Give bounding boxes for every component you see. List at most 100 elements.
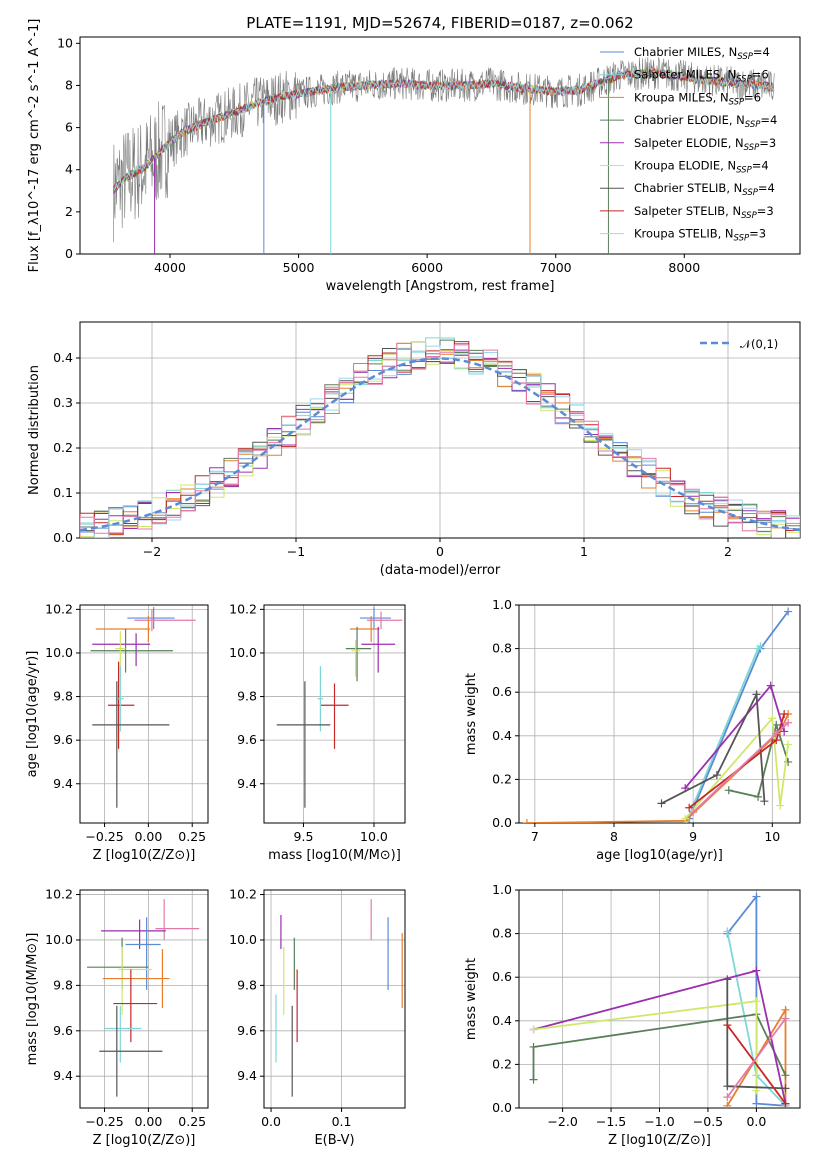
legend-label-suffix: =4 [758,181,775,195]
errorbar-point [317,666,324,732]
weight-marker [781,1099,790,1108]
weight-marker [752,892,761,901]
x-axis-label: Z [log10(Z/Z⊙)] [93,1133,196,1148]
y-tick-label: 9.6 [237,732,257,747]
legend-label-suffix: =4 [752,159,769,173]
weight-line [726,1018,787,1098]
y-tick-label: 0 [65,246,73,261]
y-tick-label: 9.6 [53,1023,73,1038]
weight-marker [780,727,789,736]
mass_weight_vs_Z-frame [518,889,801,1109]
x-tick-label: −2 [143,544,161,559]
x-tick-label: 0.25 [178,1114,206,1129]
legend-label: Kroupa MILES, NSSP=6 [634,90,761,107]
weight-marker [781,1084,790,1093]
y-tick-label: 10.2 [229,887,257,902]
legend-label-suffix: =3 [759,136,776,150]
legend-label-main: Chabrier ELODIE, N [634,113,745,127]
x-axis-label: age [log10(age/yr)] [596,848,723,863]
y-axis-label: Flux [f_λ10^-17 erg cm^-2 s^-1 A^-1] [27,19,42,273]
y-tick-label: 0.4 [492,728,512,743]
y-tick-label: 1.0 [492,882,512,897]
weight-marker [752,966,761,975]
y-tick-label: 1.0 [492,597,512,612]
errorbar-point [359,607,391,629]
weight-marker [768,714,777,723]
y-tick-label: 10.2 [229,601,257,616]
y-tick-label: 9.4 [53,1068,73,1083]
weight-line [726,1024,787,1105]
weight-marker [724,786,733,795]
y-tick-label: 0.0 [53,530,73,545]
x-tick-label: 0.25 [178,829,206,844]
y-tick-label: 9.4 [53,776,73,791]
weight-marker [781,1005,790,1014]
y-tick-label: 10.2 [45,601,73,616]
x-tick-label: 8 [610,829,618,844]
legend-label-sub: SSP [737,52,753,62]
x-tick-label: 0.0 [261,1114,281,1129]
model-spectrum-line [113,68,775,190]
legend-label-sub: SSP [736,75,752,85]
x-axis-label: Z [log10(Z/Z⊙)] [93,848,196,863]
y-axis-label: age [log10(age/yr)] [25,651,40,778]
weight-marker [529,1075,538,1084]
legend-label-sub: SSP [741,211,757,221]
weight-marker [723,927,732,936]
weight-line [533,1000,758,1091]
errorbar-point [134,609,196,632]
weight-marker [685,803,694,812]
histogram-series [80,343,800,538]
y-tick-label: 2 [65,204,73,219]
weight-marker [780,710,789,718]
y-tick-label: 6 [65,120,73,135]
x-tick-label: 6000 [411,260,443,275]
y-tick-label: 0.4 [53,350,73,365]
legend-label-main: Salpeter MILES, N [634,68,736,82]
x-tick-label: −1 [287,544,305,559]
legend-label-suffix: =6 [752,68,769,82]
errorbar-point [127,607,175,629]
y-tick-label: 4 [65,162,73,177]
errorbar-point [108,661,135,749]
weight-marker [522,819,531,823]
legend-label-suffix: =6 [744,90,761,104]
weight-marker [723,1093,732,1102]
weight-marker [784,607,793,616]
y-tick-label: 0.2 [53,440,73,455]
x-tick-label: −1.0 [644,1114,674,1129]
weight-marker [681,814,690,823]
y-tick-label: 9.4 [237,1068,257,1083]
legend-label-suffix: =3 [757,204,774,218]
weight-line [688,610,789,819]
weight-marker [723,1082,732,1091]
legend-label-sub: SSP [734,234,750,244]
errorbar-point [102,949,170,1009]
legend-label: Chabrier ELODIE, NSSP=4 [634,113,777,130]
legend-label-suffix: =3 [749,227,766,241]
errorbar-points [276,607,403,808]
weight-marker [754,792,763,801]
weight-marker [781,1014,790,1023]
errorbar-point [155,899,200,940]
weight-line [684,716,789,820]
x-tick-label: 8000 [668,260,700,275]
y-tick-label: 8 [65,77,73,92]
x-tick-label: 0.0 [746,1114,766,1129]
x-axis-label: mass [log10(M/M⊙)] [268,848,401,863]
model-spectrum-line [112,67,775,191]
x-axis-label: Z [log10(Z/Z⊙)] [608,1133,711,1148]
x-tick-label: −0.25 [85,829,123,844]
weight-marker [766,681,775,690]
weight-marker [781,1071,790,1080]
residuals-frame [79,321,801,539]
y-tick-label: 10.0 [45,645,73,660]
spectrum-frame [79,36,801,255]
legend-label-suffix: =4 [760,113,777,127]
mass_vs_Z-axes: −0.25 0.00 0.25 9.4 9.6 9.8 10.0 10.2 Z [log10(Z… [25,887,209,1148]
x-tick-label: 9.5 [294,829,314,844]
errorbar-point [366,611,403,629]
errorbar-points [275,899,403,1097]
y-axis-label: Normed distribution [27,365,42,495]
y-tick-label: 9.8 [53,689,73,704]
